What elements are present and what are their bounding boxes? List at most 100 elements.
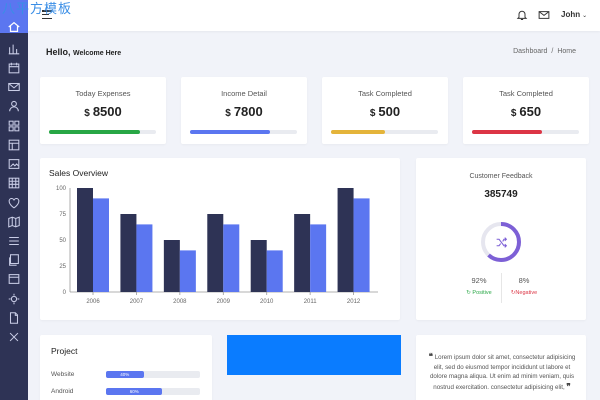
project-progress-track: 40% <box>106 371 200 378</box>
bar <box>353 198 370 292</box>
pages-icon[interactable] <box>7 253 21 267</box>
project-row-label: Website <box>51 371 75 378</box>
table-icon[interactable] <box>7 176 21 190</box>
mail-icon[interactable] <box>7 80 21 94</box>
welcome-text: Welcome Here <box>73 50 122 57</box>
ring-fill <box>481 222 521 262</box>
topbar: John ⌄ <box>28 0 600 31</box>
image-icon[interactable] <box>7 157 21 171</box>
brand-watermark: 八平方模板 <box>2 2 73 17</box>
project-card: Project Website 40% Android 60% <box>40 335 212 400</box>
shuffle-icon <box>495 236 508 249</box>
currency-symbol: $ <box>225 108 231 119</box>
user-name: John <box>561 10 581 19</box>
list-icon[interactable] <box>7 234 21 248</box>
bar <box>207 214 224 292</box>
project-row-label: Android <box>51 388 74 395</box>
x-tick-label: 2007 <box>130 299 144 305</box>
stat-progress-track <box>49 130 156 134</box>
bell-icon[interactable] <box>516 9 528 21</box>
positive-percent: 92% <box>471 276 487 285</box>
calendar-icon[interactable] <box>7 61 21 75</box>
grid-icon[interactable] <box>7 119 21 133</box>
bar <box>337 188 354 292</box>
testimonial-card: ❝ Lorem ipsum dolor sit amet, consectetu… <box>416 335 586 400</box>
project-progress-fill: 40% <box>106 371 144 378</box>
project-progress-fill: 60% <box>106 388 163 395</box>
stat-amount: $7800 <box>181 104 307 119</box>
quote-close-icon: ❞ <box>566 381 571 391</box>
map-icon[interactable] <box>7 215 21 229</box>
feedback-ring <box>481 222 521 262</box>
stat-card-tasks-2: Task Completed $650 <box>463 77 589 144</box>
bar <box>310 224 327 292</box>
currency-symbol: $ <box>84 108 90 119</box>
stat-progress-fill <box>331 130 385 134</box>
bar <box>93 198 109 292</box>
x-tick-label: 2006 <box>86 299 100 305</box>
stat-progress-track <box>190 130 297 134</box>
project-progress-track: 60% <box>106 388 200 395</box>
project-title: Project <box>51 346 78 356</box>
breadcrumb-separator: / <box>551 48 554 55</box>
x-tick-label: 2010 <box>260 299 274 305</box>
file-icon[interactable] <box>7 311 21 325</box>
page-title: Hello, Welcome Here <box>46 47 121 57</box>
currency-symbol: $ <box>369 108 376 119</box>
home-icon[interactable] <box>7 20 21 34</box>
mail-icon[interactable] <box>538 9 550 21</box>
sidebar-logo-area <box>0 0 28 33</box>
bar-chart-icon[interactable] <box>7 42 21 56</box>
stat-progress-track <box>331 130 438 134</box>
user-menu[interactable]: John ⌄ <box>561 10 587 19</box>
bar <box>77 188 93 292</box>
sales-bar-chart: 100 75 50 25 0 2006 2007 2008 2009 2010 2011 2012 <box>56 186 378 305</box>
user-icon[interactable] <box>7 99 21 113</box>
heart-icon[interactable] <box>7 196 21 210</box>
stat-label: Task Completed <box>358 89 412 98</box>
sales-overview-card: Sales Overview 100 75 50 25 0 2006 2007 2008 200… <box>40 158 400 320</box>
feedback-count: 385749 <box>484 189 518 200</box>
bar <box>120 214 137 292</box>
stat-progress-fill <box>49 130 140 134</box>
negative-percent: 8% <box>518 276 530 285</box>
breadcrumb: Dashboard / Home <box>513 48 576 55</box>
globe-icon[interactable] <box>7 272 21 286</box>
bar <box>179 250 196 292</box>
layout-icon[interactable] <box>7 138 21 152</box>
bar <box>223 224 240 292</box>
menu-toggle-icon[interactable] <box>42 10 52 20</box>
stat-card-income: Income Detail $7800 <box>181 77 307 144</box>
breadcrumb-dashboard[interactable]: Dashboard <box>513 48 548 55</box>
x-tick-label: 2008 <box>173 299 187 305</box>
quote-open-icon: ❝ <box>428 352 433 361</box>
hello-text: Hello, <box>46 47 71 57</box>
negative-label: ↻Negative <box>510 290 538 296</box>
stat-label: Task Completed <box>499 89 553 98</box>
customer-feedback-card: Customer Feedback 385749 92% 8% ↻ Positi… <box>416 158 586 320</box>
y-tick-label: 0 <box>63 290 67 296</box>
breadcrumb-home: Home <box>557 48 576 55</box>
bar <box>250 240 267 292</box>
settings-icon[interactable] <box>7 292 21 306</box>
close-icon[interactable] <box>7 330 21 344</box>
stat-amount: $8500 <box>40 104 166 119</box>
stat-label: Today Expenses <box>75 89 131 98</box>
stat-progress-track <box>472 130 579 134</box>
x-tick-label: 2011 <box>304 299 318 305</box>
stat-value: 650 <box>519 104 542 119</box>
testimonial-body: Lorem ipsum dolor sit amet, consectetur … <box>429 354 576 391</box>
stat-label: Income Detail <box>221 89 267 98</box>
blue-panel <box>227 335 401 375</box>
y-tick-label: 25 <box>59 264 66 270</box>
feedback-divider <box>501 273 502 303</box>
stat-value: 500 <box>378 104 401 119</box>
positive-label: ↻ Positive <box>466 290 492 296</box>
stat-progress-fill <box>472 130 542 134</box>
stat-value: 7800 <box>233 104 263 119</box>
bar <box>163 240 180 292</box>
currency-symbol: $ <box>510 108 517 119</box>
feedback-title: Customer Feedback <box>469 173 533 180</box>
stat-amount: $650 <box>463 104 589 119</box>
bar <box>266 250 283 292</box>
